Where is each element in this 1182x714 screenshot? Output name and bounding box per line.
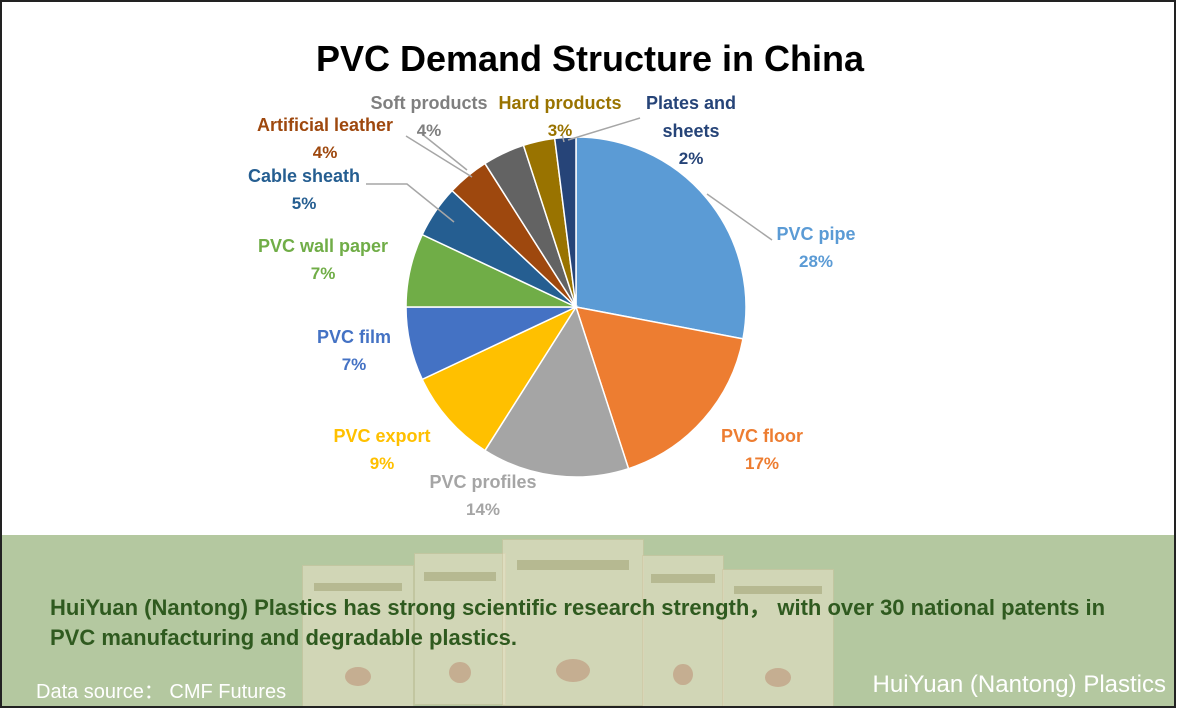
slice-label-pvc-floor: PVC floor 17% xyxy=(721,422,803,478)
slice-label-name: Hard products xyxy=(498,93,622,113)
slice-label-value: 9% xyxy=(369,454,395,473)
slice-label-pvc-wall-paper: PVC wall paper 7% xyxy=(258,232,388,288)
slice-label-name: Cable sheath xyxy=(248,166,361,186)
slice-label-name: PVC film xyxy=(317,327,392,347)
pie-chart xyxy=(366,117,773,478)
slice-label-value: 17% xyxy=(744,454,780,473)
slice-label-pvc-export: PVC export 9% xyxy=(334,422,431,478)
certificate-image xyxy=(302,565,414,706)
pie-slice-pvc-floor xyxy=(574,306,744,470)
slice-label-name: Plates and sheets xyxy=(646,93,737,141)
certificate-image xyxy=(414,553,506,705)
slice-label-cable-sheath: Cable sheath 5% xyxy=(248,162,360,218)
slice-label-value: 2% xyxy=(678,149,704,168)
slice-label-pvc-pipe: PVC pipe 28% xyxy=(777,220,856,276)
slice-label-value: 7% xyxy=(310,264,336,283)
slice-label-value: 4% xyxy=(312,143,338,162)
slice-label-name: Soft products xyxy=(370,93,488,113)
slice-label-value: 4% xyxy=(416,121,442,140)
leader-line-pvc-pipe xyxy=(706,193,773,241)
company-description: HuiYuan (Nantong) Plastics has strong sc… xyxy=(50,595,1106,650)
pie-slice-pvc-export xyxy=(421,305,579,452)
slice-label-pvc-profiles: PVC profiles 14% xyxy=(430,468,537,524)
slice-label-name: PVC pipe xyxy=(776,224,856,244)
leader-line-cable-sheath xyxy=(366,183,455,223)
certificate-image xyxy=(642,555,724,706)
slice-label-value: 5% xyxy=(291,194,317,213)
company-name: HuiYuan (Nantong) Plastics xyxy=(872,671,1166,698)
slice-label-value: 14% xyxy=(466,500,501,519)
slice-label-plates-and-sheets: Plates and sheets 2% xyxy=(646,89,736,173)
chart-title: PVC Demand Structure in China xyxy=(315,38,865,79)
slice-label-name: PVC export xyxy=(333,426,431,446)
slice-label-name: PVC wall paper xyxy=(258,236,389,256)
slice-label-artificial-leather: Artificial leather 4% xyxy=(257,111,393,167)
slice-label-value: 7% xyxy=(341,355,367,374)
leader-line-artificial-leather xyxy=(405,135,473,178)
footer-banner: HuiYuan (Nantong) Plastics has strong sc… xyxy=(2,535,1174,706)
slice-label-value: 3% xyxy=(547,121,573,140)
pie-slice-pvc-pipe xyxy=(575,136,747,340)
slice-label-name: PVC profiles xyxy=(429,472,537,492)
pie-slice-pvc-profiles xyxy=(483,305,630,478)
data-source: Data source： CMF Futures xyxy=(36,681,287,703)
leader-line-soft-products xyxy=(421,133,468,171)
slice-label-name: Artificial leather xyxy=(257,115,394,135)
slice-label-hard-products: Hard products 3% xyxy=(499,89,622,145)
slice-label-soft-products: Soft products 4% xyxy=(371,89,488,145)
slice-label-value: 28% xyxy=(798,252,834,271)
slice-label-name: PVC floor xyxy=(721,426,804,446)
leader-line-hard-products xyxy=(561,133,565,143)
slice-label-pvc-film: PVC film 7% xyxy=(317,323,391,379)
certificate-image xyxy=(722,569,834,706)
leader-line-plates-and-sheets xyxy=(567,117,641,141)
certificate-image xyxy=(502,539,644,706)
